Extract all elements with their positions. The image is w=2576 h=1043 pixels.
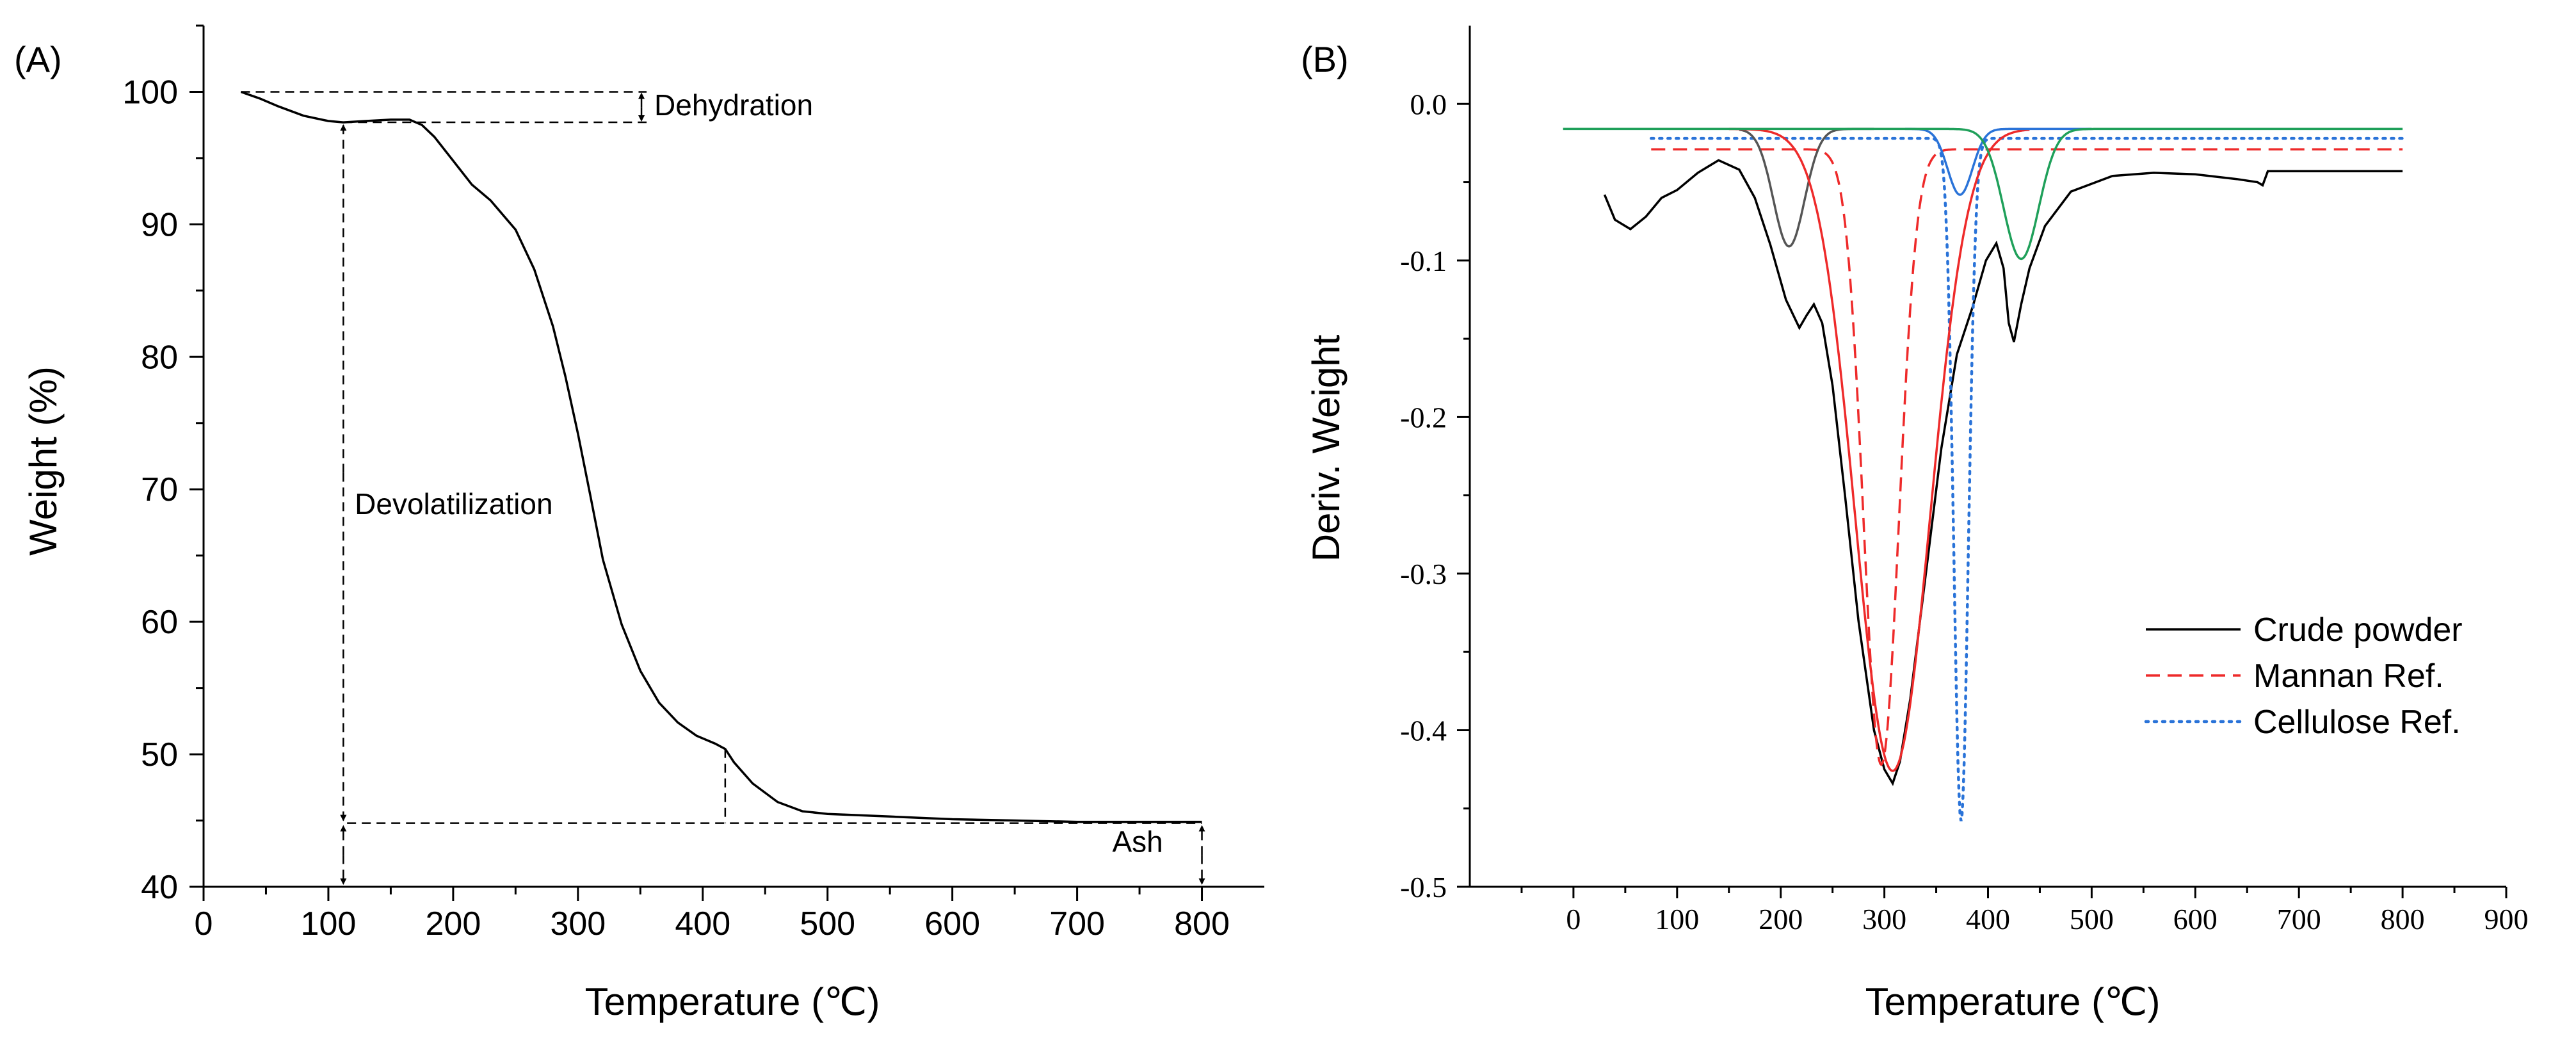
panel-a-x-tick-label: 800 bbox=[1174, 905, 1230, 942]
legend-label: Crude powder bbox=[2253, 611, 2463, 649]
panel-a-y-tick-label: 40 bbox=[141, 869, 178, 906]
panel-b-x-tick-label: 0 bbox=[1566, 903, 1581, 935]
panel-b-series-fit-peak-1 bbox=[1739, 127, 1874, 248]
panel-a-x-tick-label: 300 bbox=[550, 905, 606, 942]
panel-b-legend: Crude powder Mannan Ref. Cellulose Ref. bbox=[2144, 611, 2463, 741]
panel-b-x-tick-label: 200 bbox=[1759, 903, 1803, 935]
panel-a-x-tick-label: 600 bbox=[924, 905, 980, 942]
panel-b-series-fit-peak-2 bbox=[1728, 127, 2030, 772]
panel-a-x-tick-label: 700 bbox=[1049, 905, 1105, 942]
panel-a-x-tick-label: 500 bbox=[800, 905, 855, 942]
panel-a-ash-annotation: Ash bbox=[1112, 825, 1163, 859]
panel-b-y-tick-label: -0.2 bbox=[1400, 401, 1447, 433]
panel-b-x-tick-label: 500 bbox=[2070, 903, 2114, 935]
panel-a-y-tick-label: 100 bbox=[122, 74, 178, 111]
panel-a: (A) 0 100 200 300 400 500 600 700 800 40 50 60 70 80 9… bbox=[14, 24, 1264, 1023]
legend-label: Mannan Ref. bbox=[2253, 658, 2444, 695]
panel-b-series-mannan-ref bbox=[1651, 148, 2403, 766]
legend-label: Cellulose Ref. bbox=[2253, 704, 2461, 741]
panel-b-label: (B) bbox=[1301, 39, 1349, 79]
panel-a-x-tick-label: 200 bbox=[425, 905, 481, 942]
panel-b: (B) 0 100 200 300 400 500 600 700 800 900 0.0 -0.1 -… bbox=[1301, 26, 2529, 1023]
panel-b-y-axis-label: Deriv. Weight bbox=[1305, 334, 1348, 562]
panel-a-y-tick-label: 70 bbox=[141, 471, 178, 508]
panel-a-devolatilization-annotation: Devolatilization bbox=[355, 487, 552, 521]
panel-b-x-axis-label: Temperature (℃) bbox=[1865, 980, 2161, 1023]
panel-a-y-axis-label: Weight (%) bbox=[22, 366, 65, 556]
panel-a-x-axis-label: Temperature (℃) bbox=[585, 980, 880, 1023]
panel-a-y-tick-label: 60 bbox=[141, 604, 178, 641]
panel-a-label: (A) bbox=[14, 39, 62, 79]
panel-a-y-tick-label: 90 bbox=[141, 206, 178, 243]
panel-a-y-tick-label: 80 bbox=[141, 339, 178, 376]
panel-b-x-tick-label: 400 bbox=[1966, 903, 2010, 935]
panel-b-x-tick-label: 700 bbox=[2277, 903, 2321, 935]
panel-a-dehydration-annotation: Dehydration bbox=[654, 88, 813, 122]
panel-b-x-tick-label: 300 bbox=[1862, 903, 1906, 935]
panel-a-x-tick-label: 400 bbox=[675, 905, 730, 942]
panel-b-x-tick-label: 800 bbox=[2381, 903, 2425, 935]
panel-b-series-fit-peak-4 bbox=[1563, 127, 2403, 261]
panel-a-tga-curve bbox=[240, 90, 1202, 823]
panel-b-y-tick-label: -0.1 bbox=[1400, 245, 1447, 277]
panel-b-y-tick-label: -0.4 bbox=[1400, 714, 1447, 747]
panel-b-y-tick-label: 0.0 bbox=[1410, 88, 1447, 120]
panel-a-x-tick-label: 100 bbox=[301, 905, 357, 942]
panel-a-x-tick-label: 0 bbox=[195, 905, 213, 942]
panel-b-y-tick-label: -0.3 bbox=[1400, 558, 1447, 590]
panel-b-y-tick-label: -0.5 bbox=[1400, 871, 1447, 903]
panel-b-x-tick-label: 900 bbox=[2484, 903, 2529, 935]
panel-a-y-tick-label: 50 bbox=[141, 736, 178, 773]
panel-b-series-cellulose-ref bbox=[1650, 136, 2404, 821]
panel-b-x-tick-label: 100 bbox=[1655, 903, 1699, 935]
panel-b-x-tick-label: 600 bbox=[2173, 903, 2218, 935]
panel-b-series-fit-peak-3 bbox=[1905, 127, 2092, 196]
